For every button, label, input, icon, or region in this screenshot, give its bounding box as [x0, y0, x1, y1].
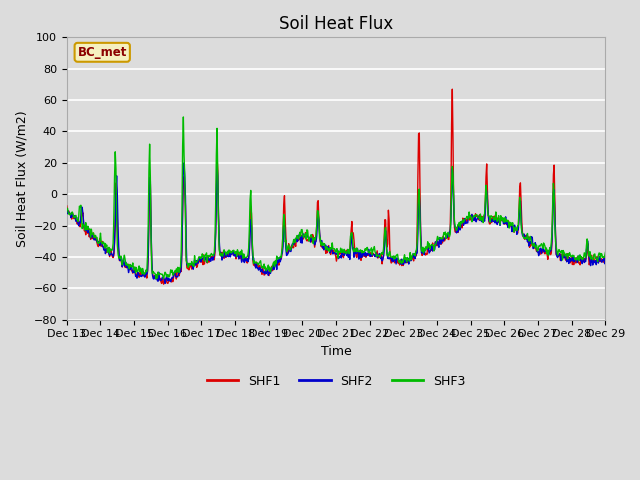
SHF1 [160, 281, 168, 287]
SHF3 [152, 276, 160, 282]
SHF1 [273, 262, 280, 268]
Line: SHF3: SHF3 [67, 117, 605, 279]
SHF1 [126, 265, 134, 271]
SHF2 [161, 280, 169, 286]
X-axis label: Time: Time [321, 345, 351, 358]
Y-axis label: Soil Heat Flux (W/m2): Soil Heat Flux (W/m2) [15, 110, 28, 247]
SHF2 [227, 254, 234, 260]
SHF1 [253, 263, 260, 269]
SHF1 [602, 257, 609, 263]
SHF3 [393, 252, 401, 258]
SHF1 [422, 251, 430, 256]
SHF2 [253, 265, 261, 271]
Text: BC_met: BC_met [77, 46, 127, 59]
SHF2 [180, 160, 188, 166]
Legend: SHF1, SHF2, SHF3: SHF1, SHF2, SHF3 [202, 370, 470, 393]
SHF1 [63, 203, 70, 209]
SHF3 [602, 250, 609, 255]
SHF3 [253, 261, 261, 266]
SHF2 [126, 267, 134, 273]
SHF3 [227, 248, 234, 254]
SHF2 [393, 255, 401, 261]
SHF2 [602, 255, 609, 261]
Line: SHF1: SHF1 [67, 89, 605, 284]
SHF3 [126, 262, 134, 267]
SHF2 [63, 209, 70, 215]
SHF1 [392, 259, 400, 264]
SHF1 [449, 86, 456, 92]
Line: SHF2: SHF2 [67, 163, 605, 283]
SHF3 [423, 246, 431, 252]
SHF2 [274, 257, 282, 263]
SHF2 [423, 244, 431, 250]
SHF3 [63, 207, 70, 213]
Title: Soil Heat Flux: Soil Heat Flux [279, 15, 393, 33]
SHF3 [274, 256, 282, 262]
SHF3 [179, 114, 187, 120]
SHF1 [226, 250, 234, 255]
